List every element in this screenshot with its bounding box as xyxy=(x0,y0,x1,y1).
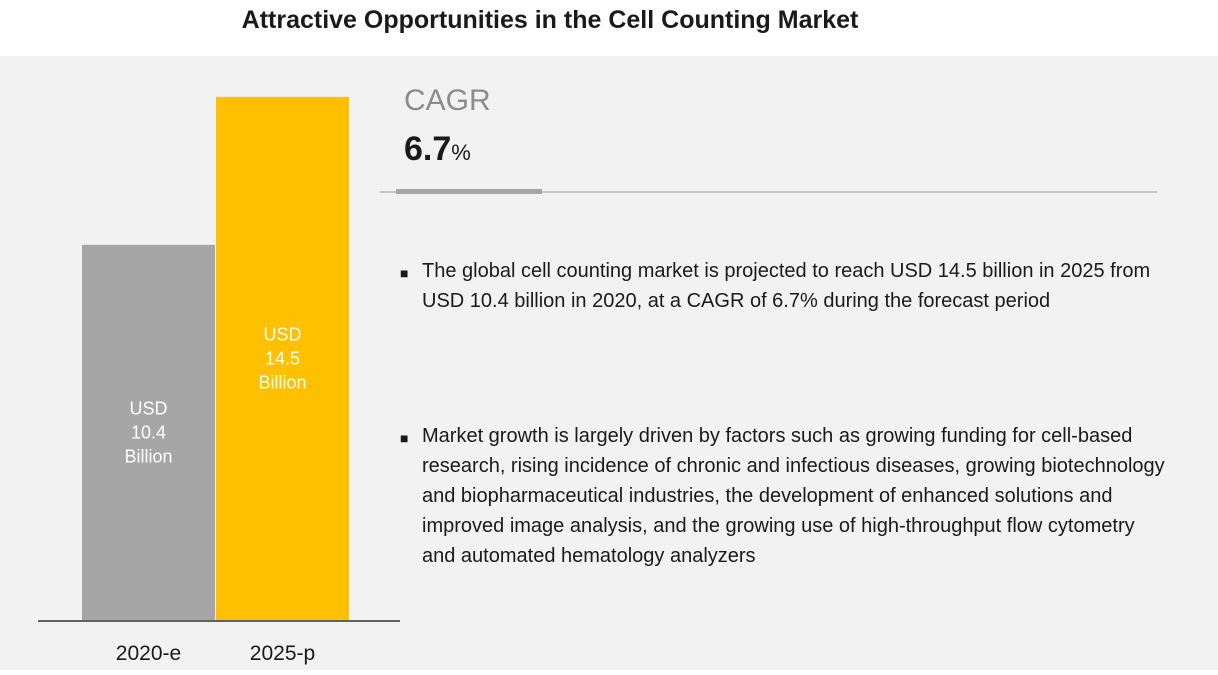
chart-title: Attractive Opportunities in the Cell Cou… xyxy=(241,6,859,34)
bar-data-label: Billion xyxy=(124,446,172,466)
bar-data-label: USD xyxy=(263,324,301,344)
bullet-point: ■ Market growth is largely driven by fac… xyxy=(400,421,1170,571)
bar-data-label: 10.4 xyxy=(131,422,166,442)
x-tick-label: 2025-p xyxy=(250,642,315,665)
x-tick-label: 2020-e xyxy=(116,642,181,665)
cagr-number: 6.7 xyxy=(404,130,452,168)
bar-2025-p xyxy=(216,96,349,620)
bullet-icon: ■ xyxy=(400,265,409,281)
bullet-text: The global cell counting market is proje… xyxy=(422,260,1151,312)
bar-data-label: USD xyxy=(129,398,167,418)
cagr-unit: % xyxy=(451,140,471,165)
bar-data-label: 14.5 xyxy=(265,348,300,368)
divider-line xyxy=(380,191,1157,193)
bar-data-label: Billion xyxy=(258,372,306,392)
bullet-text: Market growth is largely driven by facto… xyxy=(422,425,1165,567)
bullet-icon: ■ xyxy=(400,430,409,446)
divider-accent xyxy=(396,189,542,194)
bullet-point: ■ The global cell counting market is pro… xyxy=(400,256,1170,316)
bar-chart: USD 10.4 Billion 2020-e USD 14.5 Billion 2025-p xyxy=(38,96,400,665)
cagr-label: CAGR xyxy=(404,84,491,117)
bar-2020-e xyxy=(82,244,215,620)
cagr-value: 6.7% xyxy=(404,130,471,169)
